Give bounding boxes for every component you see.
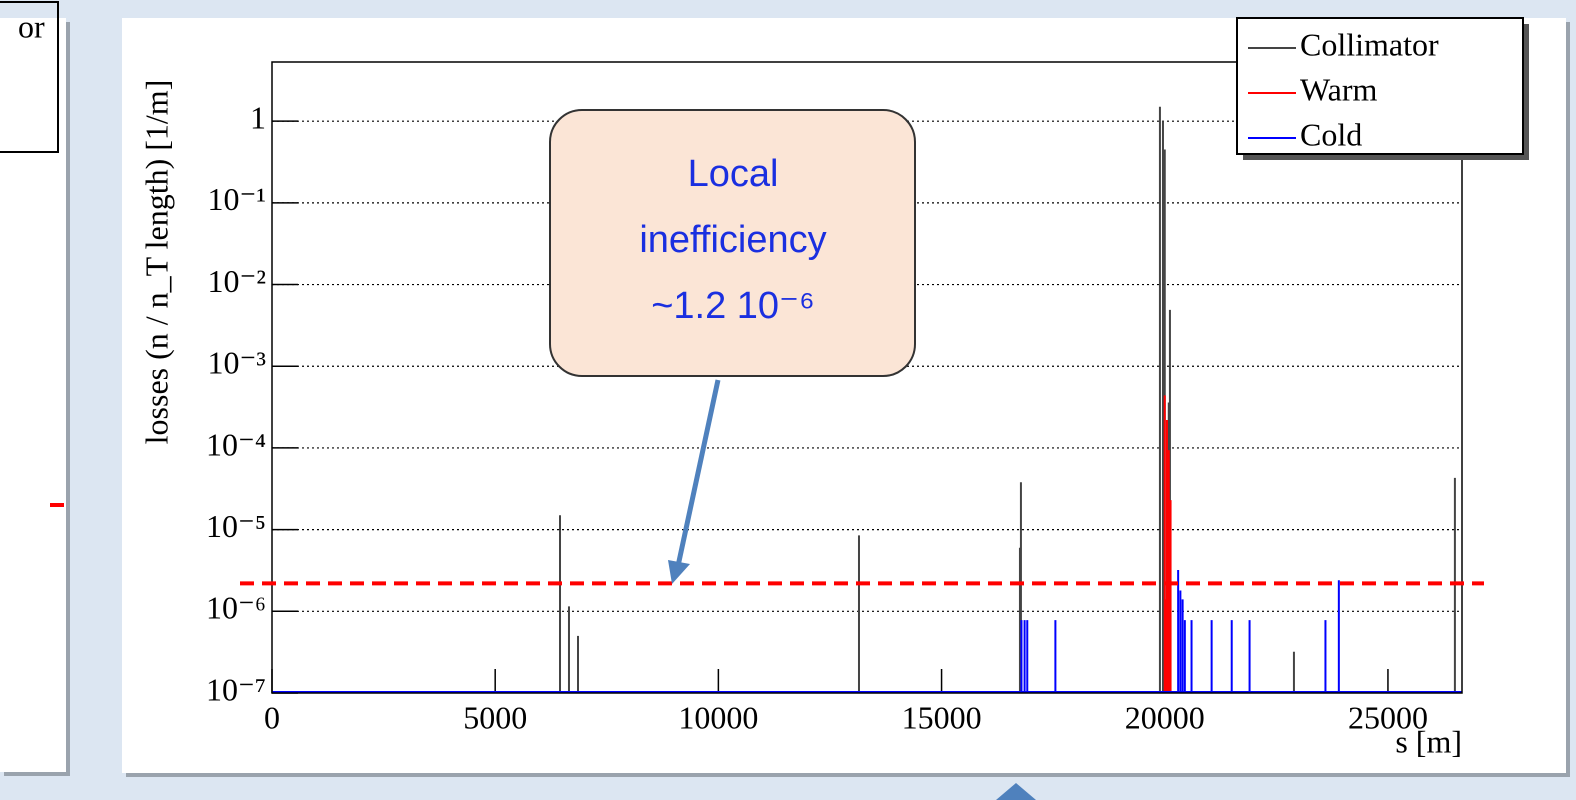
y-tick-label: 10⁻³ xyxy=(208,345,266,381)
arrow-head xyxy=(668,560,690,584)
x-tick-label: 5000 xyxy=(463,699,527,735)
y-tick-label: 10⁻⁴ xyxy=(206,426,266,462)
legend xyxy=(1236,17,1524,155)
x-tick-label: 20000 xyxy=(1125,699,1205,735)
annotation-line: ~1.2 10⁻⁶ xyxy=(651,285,815,327)
y-tick-label: 10⁻⁵ xyxy=(206,508,266,544)
legend-label: Collimator xyxy=(1300,26,1439,62)
annotation-box xyxy=(549,109,916,377)
legend-label: Warm xyxy=(1300,71,1378,107)
x-tick-label: 0 xyxy=(264,699,280,735)
arrow-head xyxy=(996,783,1036,800)
y-tick-label: 10⁻⁷ xyxy=(206,671,266,707)
annotation-text: Local inefficiency ~1.2 10⁻⁶ xyxy=(639,153,826,327)
x-tick-label: 10000 xyxy=(678,699,758,735)
x-axis-label: s [m] xyxy=(1395,723,1462,759)
y-tick-label: 10⁻¹ xyxy=(208,181,266,217)
left-legend-box xyxy=(0,1,59,153)
legend-entries: Collimator Warm Cold xyxy=(1248,26,1439,152)
x-tick-label: 15000 xyxy=(902,699,982,735)
left-panel-text: or xyxy=(18,8,45,44)
y-tick-label: 1 xyxy=(250,100,266,136)
y-tick-label: 10⁻² xyxy=(208,263,266,299)
annotation-line: inefficiency xyxy=(639,219,826,261)
annotation-line: Local xyxy=(688,153,779,195)
legend-label: Cold xyxy=(1300,116,1362,152)
plot: 10⁻⁷ 10⁻⁶ 10⁻⁵ 10⁻⁴ 10⁻³ 10⁻² 10⁻¹ 1 0 5000 10000 1… xyxy=(206,61,1484,735)
y-tick-label: 10⁻⁶ xyxy=(206,590,266,626)
plot-frame xyxy=(271,61,1463,694)
y-axis-label: losses (n / n_T length) [1/m] xyxy=(138,80,174,445)
x-tick-label: 25000 xyxy=(1348,699,1428,735)
arrow xyxy=(675,379,721,567)
left-panel xyxy=(0,18,66,772)
